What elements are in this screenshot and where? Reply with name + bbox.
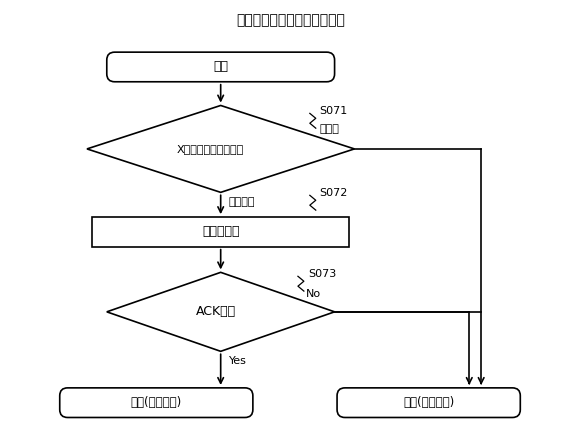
Text: 終了(送信失敗): 終了(送信失敗) [403, 396, 454, 409]
Text: Yes: Yes [229, 356, 247, 366]
Text: 開始: 開始 [213, 60, 228, 74]
Text: S073: S073 [308, 269, 336, 279]
Text: ACK受信: ACK受信 [196, 305, 236, 318]
FancyBboxPatch shape [59, 388, 253, 418]
Text: No: No [306, 289, 321, 299]
Text: データ送信: データ送信 [202, 225, 240, 238]
Text: ビジー: ビジー [319, 124, 340, 134]
Text: 図１４　データ送信の動作例: 図１４ データ送信の動作例 [237, 14, 346, 27]
Text: S071: S071 [319, 106, 348, 116]
Polygon shape [87, 105, 354, 192]
Text: アイドル: アイドル [229, 197, 255, 207]
Text: 終了(送信成功): 終了(送信成功) [131, 396, 182, 409]
Text: S072: S072 [319, 188, 348, 198]
FancyBboxPatch shape [107, 52, 335, 82]
Bar [92, 217, 349, 247]
FancyBboxPatch shape [337, 388, 520, 418]
Text: X秒間キャリアセンス: X秒間キャリアセンス [177, 144, 244, 154]
Polygon shape [107, 273, 335, 351]
